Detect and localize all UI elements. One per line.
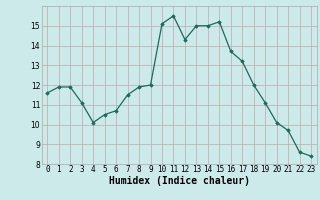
X-axis label: Humidex (Indice chaleur): Humidex (Indice chaleur)	[109, 176, 250, 186]
